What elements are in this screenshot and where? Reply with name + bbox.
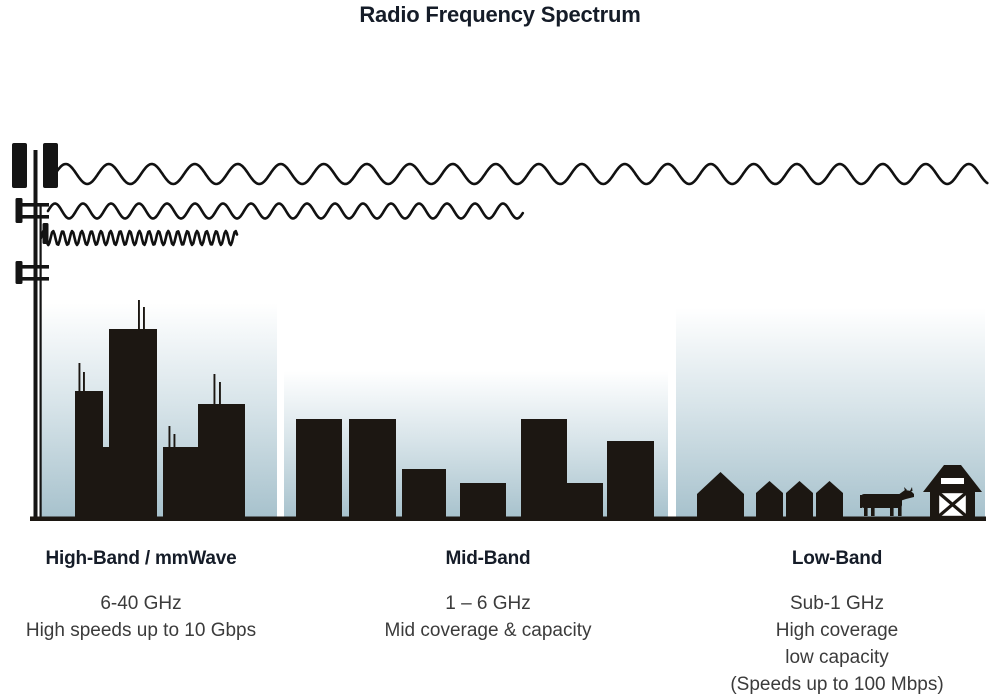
low-band-capacity: low capacity [785,647,889,668]
building [567,483,603,520]
barn-door-crossbuck [937,491,968,518]
rural-houses [697,472,843,519]
rooftop-antenna [219,382,221,404]
mid-band-frequency: 1 – 6 GHz [445,593,531,614]
low-band-frequency: Sub-1 GHz [790,593,884,614]
mid-band-details: 1 – 6 GHz Mid coverage & capacity [318,590,658,644]
rooftop-antenna [173,434,176,447]
low-band-details: Sub-1 GHz High coverage low capacity (Sp… [667,590,1000,698]
tower-antenna-small-left [15,198,23,223]
tower-crossbar [16,277,49,281]
low-band-speed: (Speeds up to 100 Mbps) [730,674,944,695]
low-band-coverage: High coverage [775,620,899,641]
building [402,469,446,520]
tower-crossbar [16,203,49,207]
mid-band-heading-block: Mid-Band [318,548,658,570]
house [756,481,783,519]
building [607,441,654,520]
cell-tower-icon [12,143,58,518]
skyscraper [103,447,109,520]
tower-antenna-panel-left [12,143,27,188]
building [521,419,567,520]
cow-leg [890,506,894,516]
rooftop-antenna [143,307,145,329]
building [296,419,342,520]
high-band-speed: High speeds up to 10 Gbps [25,620,257,641]
high-band-heading: High-Band / mmWave [45,548,237,569]
diagram-title: Radio Frequency Spectrum [359,2,641,27]
midband-buildings [296,419,654,520]
cow-leg [871,506,875,516]
rooftop-antenna [168,426,171,447]
skyscraper [198,404,245,520]
skyscraper [75,391,103,520]
cow-horn [910,487,913,491]
mid-band-medium-wavelength-wave [46,202,525,220]
rooftop-antenna [213,374,216,404]
high-band-frequency: 6-40 GHz [100,593,182,614]
low-band-heading: Low-Band [791,548,883,569]
rooftop-antenna [83,372,85,391]
high-band-heading-block: High-Band / mmWave [0,548,311,570]
mid-band-coverage: Mid coverage & capacity [384,620,592,641]
tower-antenna-small-lower [15,261,23,284]
rooftop-antenna [78,363,81,391]
tower-mast-secondary [39,204,42,518]
tower-crossbar [16,215,49,219]
cow-leg [898,506,902,516]
tower-antenna-panel-right [43,143,58,188]
cow-head [898,490,914,501]
cow-icon [860,487,914,516]
cow-leg [864,506,868,516]
tower-crossbar [16,265,49,269]
house [816,481,843,519]
cow-body [861,494,902,508]
city-skyline [75,300,245,520]
ground-baseline [30,516,986,521]
low-band-long-wavelength-wave [53,162,989,186]
skyscraper [163,447,198,520]
barn-icon [923,465,982,519]
tower-mast [33,150,38,518]
high-band-short-wavelength-wave [39,229,239,247]
building [460,483,506,520]
mid-band-heading: Mid-Band [445,548,531,569]
tower-antenna-small-right [42,223,49,244]
house [786,481,813,519]
rooftop-antenna [138,300,140,329]
house [697,472,744,519]
cow-horn [904,487,907,491]
high-band-details: 6-40 GHz High speeds up to 10 Gbps [0,590,311,644]
building [349,419,396,520]
barn-loft-window [941,478,964,484]
skyscraper [109,329,157,520]
low-band-heading-block: Low-Band [667,548,1000,570]
